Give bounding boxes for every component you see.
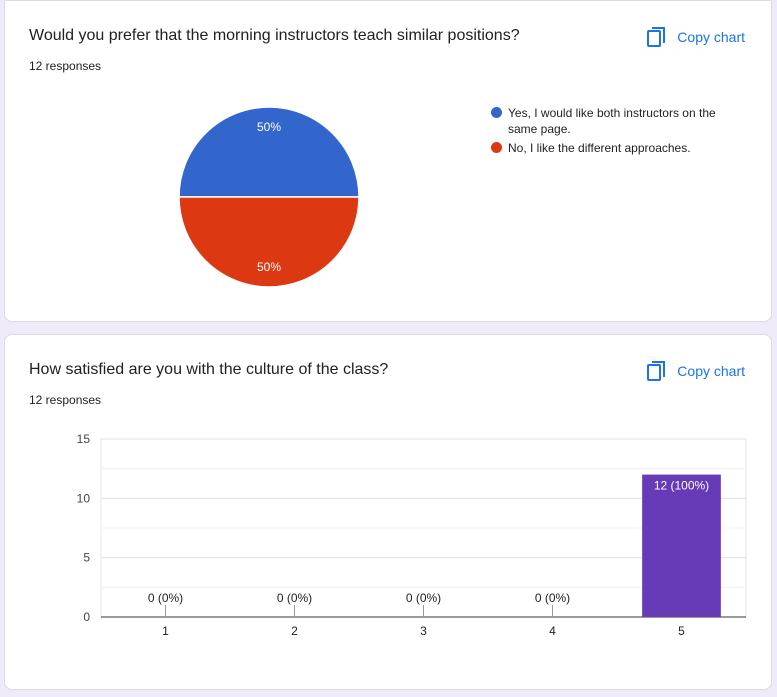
pie-slice-label: 50%: [257, 260, 281, 274]
bar-data-label: 0 (0%): [535, 591, 570, 605]
pie-slice-label: 50%: [257, 120, 281, 134]
pie-slice: [178, 106, 360, 198]
pie-slice: [178, 196, 360, 288]
y-tick-label: 0: [83, 610, 90, 624]
y-tick-label: 15: [77, 432, 91, 446]
pie-legend: Yes, I would like both instructors on th…: [491, 105, 731, 159]
response-count: 12 responses: [29, 59, 102, 73]
question-title: Would you prefer that the morning instru…: [29, 27, 520, 44]
question-title: How satisfied are you with the culture o…: [29, 361, 389, 378]
x-tick-label: 4: [549, 624, 556, 638]
legend-item: No, I like the different approaches.: [491, 140, 731, 156]
question-card-2: How satisfied are you with the culture o…: [4, 334, 772, 690]
legend-label: No, I like the different approaches.: [508, 141, 691, 155]
legend-label: Yes, I would like both instructors on th…: [508, 106, 716, 136]
copy-chart-button[interactable]: Copy chart: [647, 23, 745, 51]
copy-icon: [647, 361, 666, 381]
question-card-1: Would you prefer that the morning instru…: [4, 0, 772, 322]
bar-data-label: 12 (100%): [654, 479, 709, 493]
bar: [642, 474, 721, 617]
copy-icon: [647, 27, 666, 47]
copy-chart-label: Copy chart: [677, 363, 745, 379]
copy-chart-button[interactable]: Copy chart: [647, 357, 745, 385]
bar-data-label: 0 (0%): [277, 591, 312, 605]
x-tick-label: 3: [420, 624, 427, 638]
y-tick-label: 5: [83, 551, 90, 565]
bar-data-label: 0 (0%): [406, 591, 441, 605]
bar-chart: 0 5 10 15 0 (0%) 1 0 (0%) 2 0 (0%) 3 0 (0%) 4 12 (10…: [77, 432, 747, 638]
legend-swatch: [491, 142, 502, 153]
x-tick-label: 5: [678, 624, 685, 638]
x-tick-label: 2: [291, 624, 298, 638]
pie-chart: 50% 50%: [178, 106, 360, 288]
x-tick-label: 1: [162, 624, 169, 638]
legend-swatch: [491, 107, 502, 118]
copy-chart-label: Copy chart: [677, 29, 745, 45]
y-tick-label: 10: [77, 491, 91, 505]
response-count: 12 responses: [29, 393, 102, 407]
legend-item: Yes, I would like both instructors on th…: [491, 105, 731, 137]
bar-data-label: 0 (0%): [148, 591, 183, 605]
